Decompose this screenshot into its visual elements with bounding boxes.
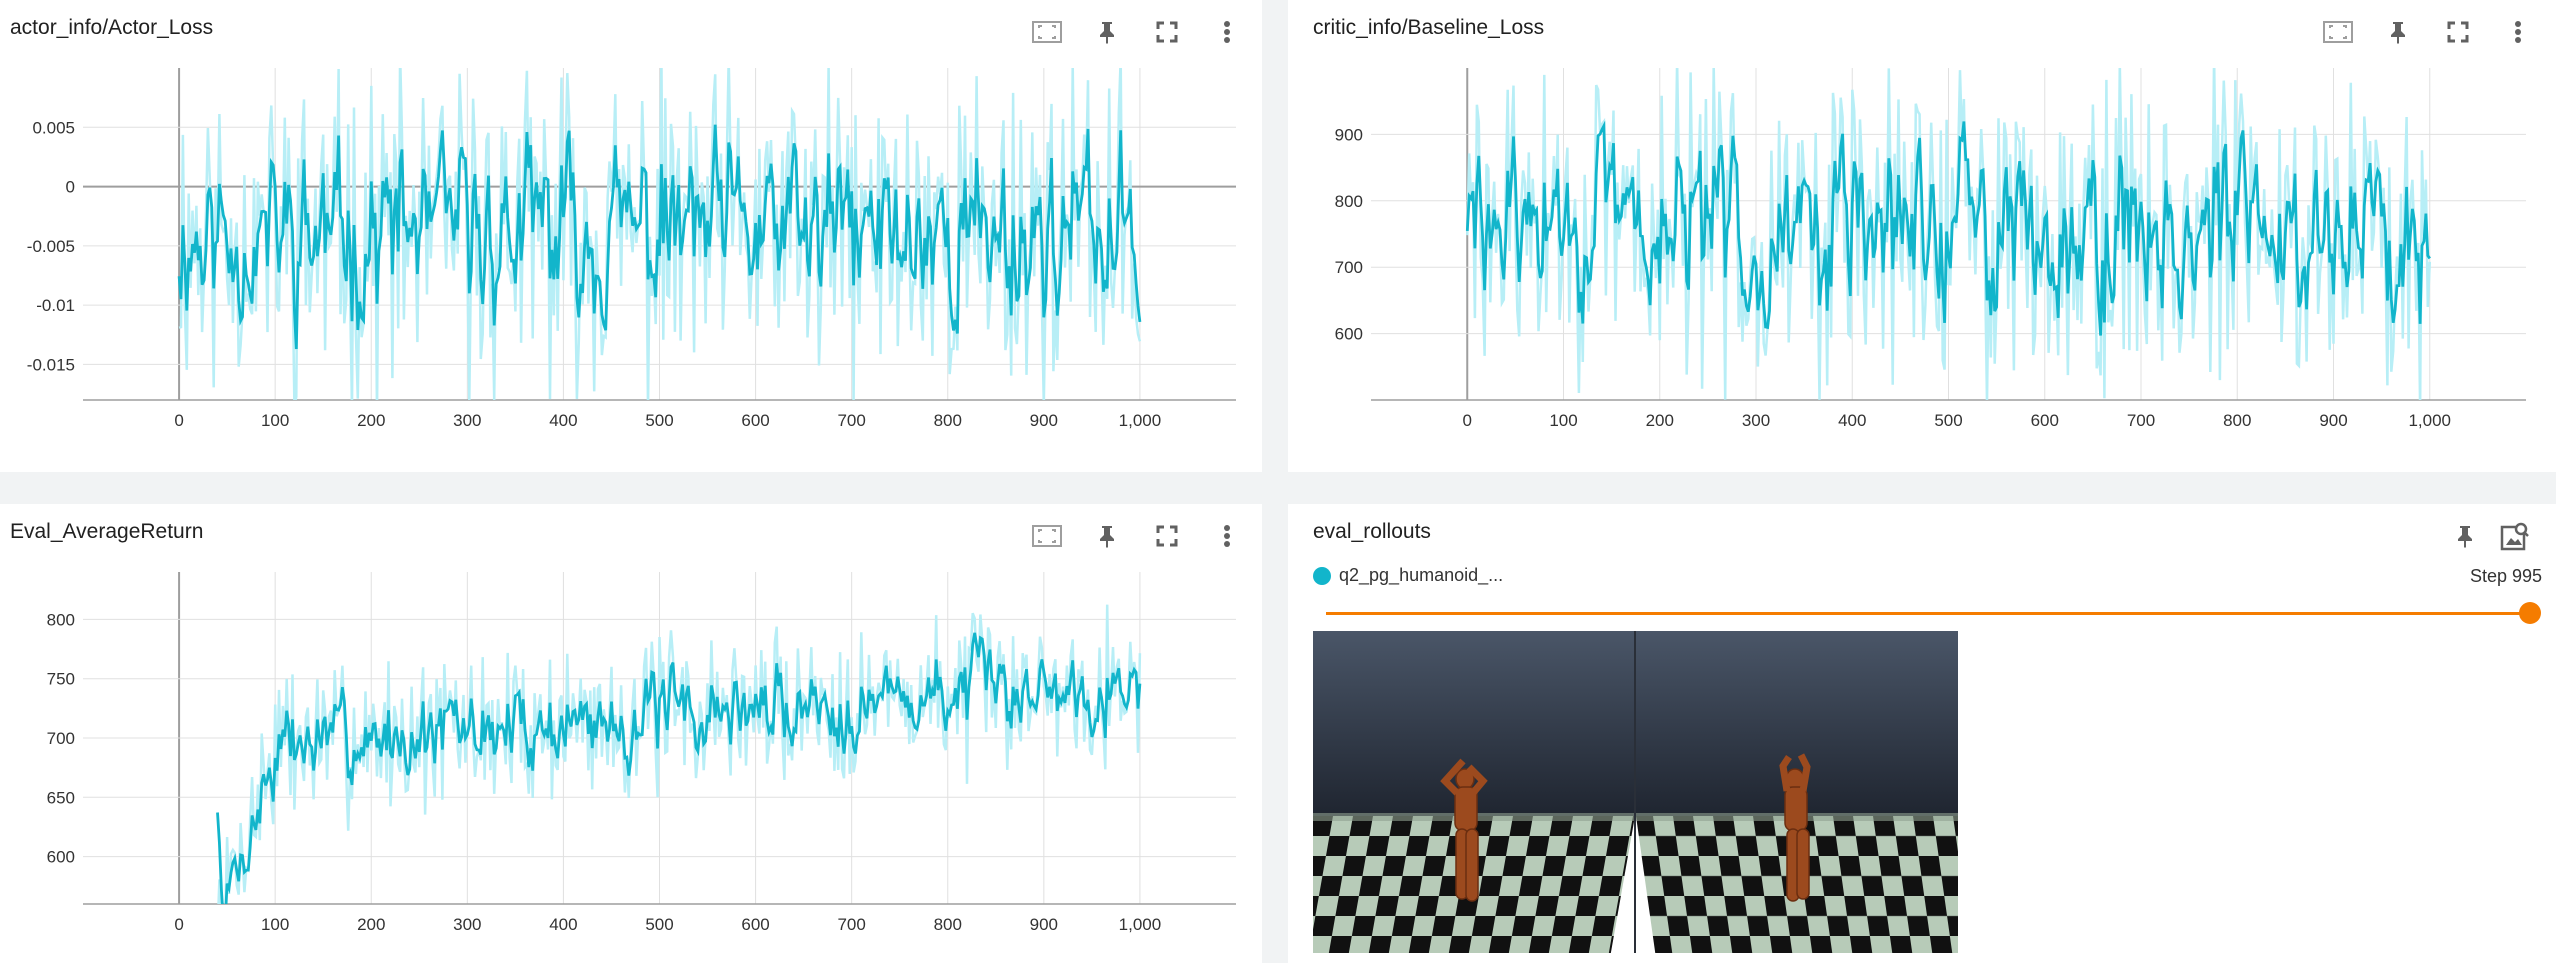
y-tick-label: -0.015 — [27, 355, 75, 374]
x-tick-label: 1,000 — [1119, 915, 1162, 934]
x-tick-label: 400 — [1838, 411, 1866, 430]
series-line-raw — [1466, 68, 2432, 400]
x-tick-label: 600 — [2031, 411, 2059, 430]
pin-icon[interactable] — [1077, 518, 1137, 554]
y-tick-label: -0.005 — [27, 237, 75, 256]
x-tick-label: 900 — [1030, 411, 1058, 430]
rollout-image — [1313, 631, 1958, 953]
fit-domain-icon[interactable] — [1017, 518, 1077, 554]
image-card-title: eval_rollouts — [1313, 520, 1431, 543]
run-color-dot — [1313, 566, 1331, 585]
chart-title: critic_info/Baseline_Loss — [1313, 16, 1545, 39]
x-tick-label: 100 — [261, 411, 289, 430]
x-tick-label: 800 — [2223, 411, 2251, 430]
x-tick-label: 400 — [549, 411, 577, 430]
y-tick-label: 0.005 — [32, 118, 75, 137]
x-tick-label: 700 — [2127, 411, 2155, 430]
x-tick-label: 0 — [174, 411, 183, 430]
series-line-smoothed — [177, 124, 1142, 350]
x-tick-label: 1,000 — [2408, 411, 2451, 430]
fullscreen-icon[interactable] — [2428, 14, 2488, 50]
chart-svg: 0 100 200 300 400 500 600 700 800 900 1,000 0.005 0 -… — [27, 68, 1236, 430]
y-tick-label: 800 — [47, 610, 75, 629]
x-tick-label: 900 — [2319, 411, 2347, 430]
y-tick-label: 700 — [47, 729, 75, 748]
run-name: q2_pg_humanoid_... — [1339, 565, 1504, 585]
chart-svg: 0 100 200 300 400 500 600 700 800 900 1,000 900 800 7… — [1335, 68, 2526, 430]
y-tick-label: 600 — [1335, 325, 1363, 344]
x-tick-label: 1,000 — [1119, 411, 1162, 430]
chart-svg: 0 100 200 300 400 500 600 700 800 900 1,000 800 750 7… — [47, 572, 1236, 934]
image-search-icon[interactable] — [2490, 518, 2540, 554]
x-tick-label: 700 — [837, 411, 865, 430]
y-tick-label: -0.01 — [36, 296, 75, 315]
step-slider-track[interactable] — [1326, 612, 2530, 615]
y-tick-label: 800 — [1335, 192, 1363, 211]
x-tick-label: 500 — [1934, 411, 1962, 430]
x-tick-label: 300 — [453, 915, 481, 934]
x-tick-label: 100 — [261, 915, 289, 934]
y-tick-label: 900 — [1335, 125, 1363, 144]
y-tick-label: 650 — [47, 788, 75, 807]
fullscreen-icon[interactable] — [1137, 518, 1197, 554]
x-tick-label: 200 — [1646, 411, 1674, 430]
x-tick-label: 300 — [1742, 411, 1770, 430]
x-tick-label: 900 — [1030, 915, 1058, 934]
series-line-raw — [217, 604, 1142, 904]
x-tick-label: 600 — [741, 915, 769, 934]
series-line-smoothed — [1465, 120, 2431, 336]
run-legend: q2_pg_humanoid_... — [1313, 565, 1503, 586]
x-tick-label: 600 — [741, 411, 769, 430]
step-slider-thumb[interactable] — [2519, 602, 2541, 624]
pin-icon[interactable] — [1077, 14, 1137, 50]
humanoid-figure-left — [1440, 758, 1488, 902]
chart-title: actor_info/Actor_Loss — [10, 16, 214, 39]
fit-domain-icon[interactable] — [1017, 14, 1077, 50]
x-tick-label: 400 — [549, 915, 577, 934]
fit-domain-icon[interactable] — [2308, 14, 2368, 50]
x-tick-label: 0 — [174, 915, 183, 934]
pin-icon[interactable] — [2440, 518, 2490, 554]
x-tick-label: 700 — [837, 915, 865, 934]
x-tick-label: 500 — [645, 411, 673, 430]
y-tick-label: 750 — [47, 670, 75, 689]
more-vert-icon[interactable] — [1197, 14, 1257, 50]
y-tick-label: 0 — [66, 178, 75, 197]
y-tick-label: 600 — [47, 848, 75, 867]
x-tick-label: 200 — [357, 411, 385, 430]
x-tick-label: 300 — [453, 411, 481, 430]
line-chart[interactable]: 0 100 200 300 400 500 600 700 800 900 1,000 800 750 7… — [0, 564, 1262, 944]
chart-card-baseline-loss: critic_info/Baseline_Loss 0 100 200 300 400 5… — [1288, 0, 2556, 472]
line-chart[interactable]: 0 100 200 300 400 500 600 700 800 900 1,000 900 800 7… — [1288, 60, 2556, 440]
x-tick-label: 800 — [934, 411, 962, 430]
pin-icon[interactable] — [2368, 14, 2428, 50]
humanoid-figure-right — [1779, 753, 1811, 902]
chart-title: Eval_AverageReturn — [10, 520, 204, 543]
chart-card-eval-average-return: Eval_AverageReturn 0 100 200 300 400 500 600 70… — [0, 504, 1262, 963]
line-chart[interactable]: 0 100 200 300 400 500 600 700 800 900 1,000 0.005 0 -… — [0, 60, 1262, 440]
x-tick-label: 500 — [645, 915, 673, 934]
x-tick-label: 0 — [1463, 411, 1472, 430]
more-vert-icon[interactable] — [1197, 518, 1257, 554]
more-vert-icon[interactable] — [2488, 14, 2548, 50]
x-tick-label: 800 — [934, 915, 962, 934]
x-tick-label: 100 — [1549, 411, 1577, 430]
step-label: Step 995 — [2469, 566, 2542, 586]
x-tick-label: 200 — [357, 915, 385, 934]
chart-card-actor-loss: actor_info/Actor_Loss 0 100 200 300 400 500 60… — [0, 0, 1262, 472]
series-line-smoothed — [216, 632, 1142, 904]
fullscreen-icon[interactable] — [1137, 14, 1197, 50]
y-tick-label: 700 — [1335, 258, 1363, 277]
